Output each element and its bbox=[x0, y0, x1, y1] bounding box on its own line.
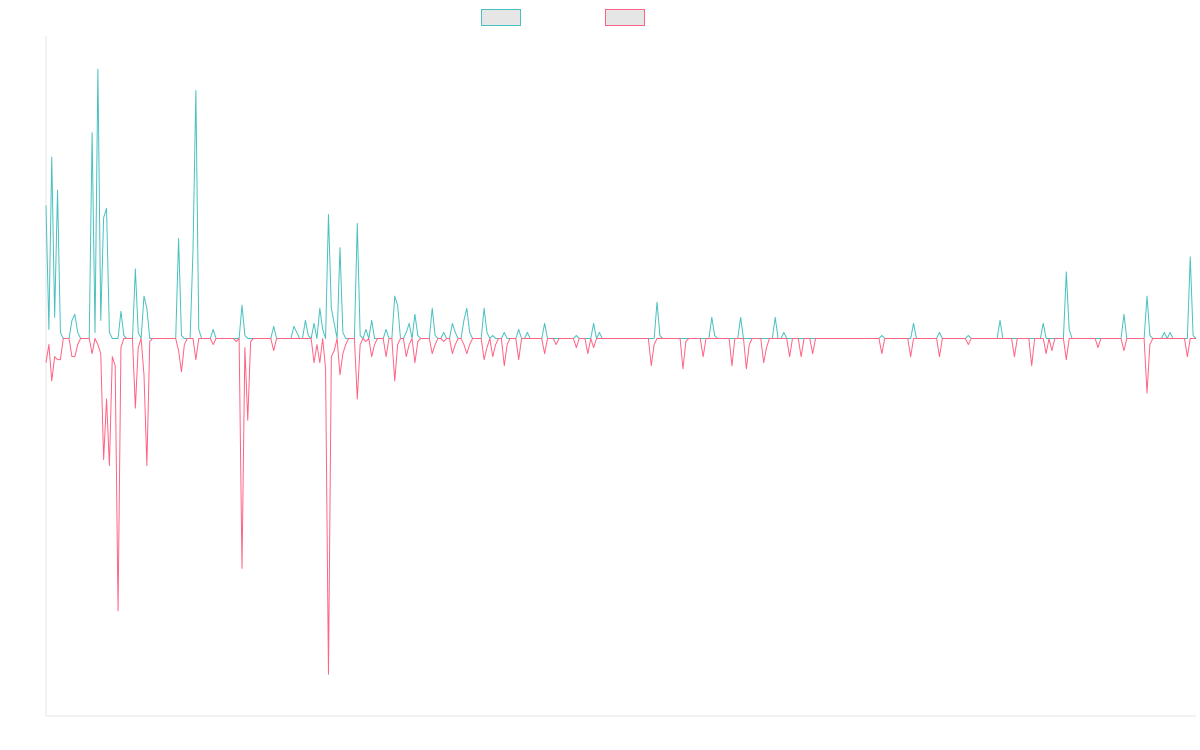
legend-swatch bbox=[481, 9, 521, 26]
series-layer bbox=[45, 68, 1197, 675]
legend-item[interactable] bbox=[605, 9, 645, 26]
series-line-2 bbox=[45, 338, 1196, 675]
legend-item[interactable] bbox=[481, 9, 521, 26]
legend-swatch bbox=[605, 9, 645, 26]
series-line-1 bbox=[45, 68, 1197, 339]
axes bbox=[45, 36, 1196, 717]
legend[interactable] bbox=[481, 9, 645, 26]
